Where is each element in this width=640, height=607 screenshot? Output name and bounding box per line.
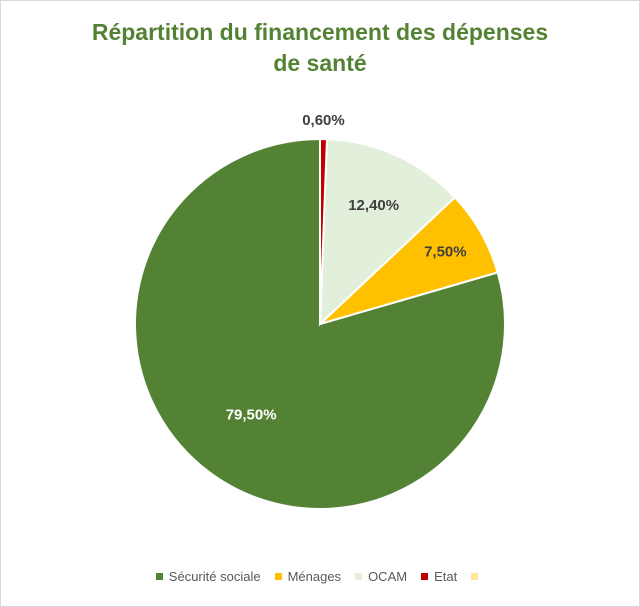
legend-item-menages: Ménages — [274, 569, 342, 584]
chart-title: Répartition du financement des dépenses … — [1, 17, 639, 79]
legend-item-securite: Sécurité sociale — [155, 569, 261, 584]
legend-label-menages: Ménages — [287, 569, 342, 584]
pie-slice-ocam — [318, 138, 457, 327]
legend-item-unlabeled — [471, 573, 484, 580]
chart-title-line-1: Répartition du financement des dépenses — [91, 19, 549, 45]
legend-item-etat: Etat — [421, 569, 457, 584]
legend-item-ocam: OCAM — [355, 569, 407, 584]
legend-label-ocam: OCAM — [368, 569, 408, 584]
legend-label-etat: Etat — [434, 569, 458, 584]
chart-legend: Sécurité sociale Ménages OCAM Etat — [1, 569, 639, 584]
legend-label-securite: Sécurité sociale — [168, 569, 261, 584]
legend-swatch-menages — [274, 573, 282, 580]
slice-label-menages: 7,50% — [424, 243, 467, 260]
slice-label-etat: 0,60% — [302, 112, 345, 129]
legend-swatch-securite — [155, 573, 163, 580]
pie-slice-etat — [319, 137, 329, 325]
slice-label-ocam: 12,40% — [348, 197, 399, 214]
chart-title-line-2: de santé — [273, 50, 367, 76]
legend-swatch-ocam — [355, 573, 363, 580]
legend-swatch-etat — [421, 573, 429, 580]
legend-swatch-unlabeled — [471, 573, 479, 580]
slice-label-securite: 79,50% — [226, 407, 277, 424]
